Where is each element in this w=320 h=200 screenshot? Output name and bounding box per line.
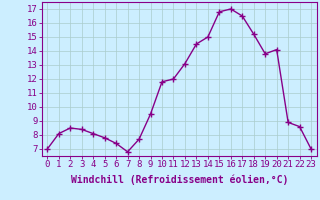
X-axis label: Windchill (Refroidissement éolien,°C): Windchill (Refroidissement éolien,°C) [70,175,288,185]
